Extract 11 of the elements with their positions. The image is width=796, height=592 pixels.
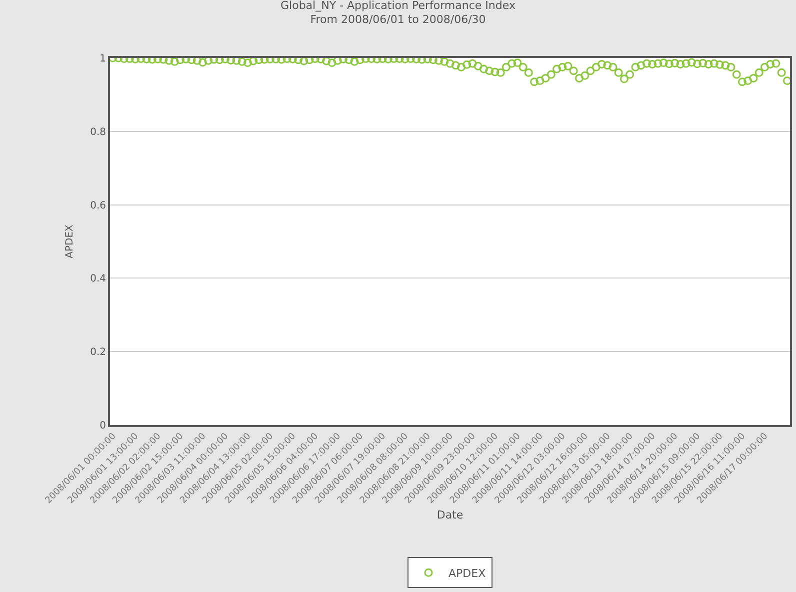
y-tick-label: 1 xyxy=(100,54,106,64)
chart-subtitle: From 2008/06/01 to 2008/06/30 xyxy=(310,13,486,26)
x-axis-title: Date xyxy=(436,508,464,522)
y-tick-label: 0.8 xyxy=(90,126,106,138)
chart-title: Global_NY - Application Performance Index xyxy=(280,0,516,12)
y-tick-label: 0.6 xyxy=(90,200,106,212)
y-tick-label: 0.4 xyxy=(90,274,106,285)
y-axis-title: APDEX xyxy=(64,224,76,258)
legend-label: APDEX xyxy=(448,566,486,580)
y-tick-label: 0.2 xyxy=(90,347,106,358)
y-tick-label: 0 xyxy=(100,420,106,432)
